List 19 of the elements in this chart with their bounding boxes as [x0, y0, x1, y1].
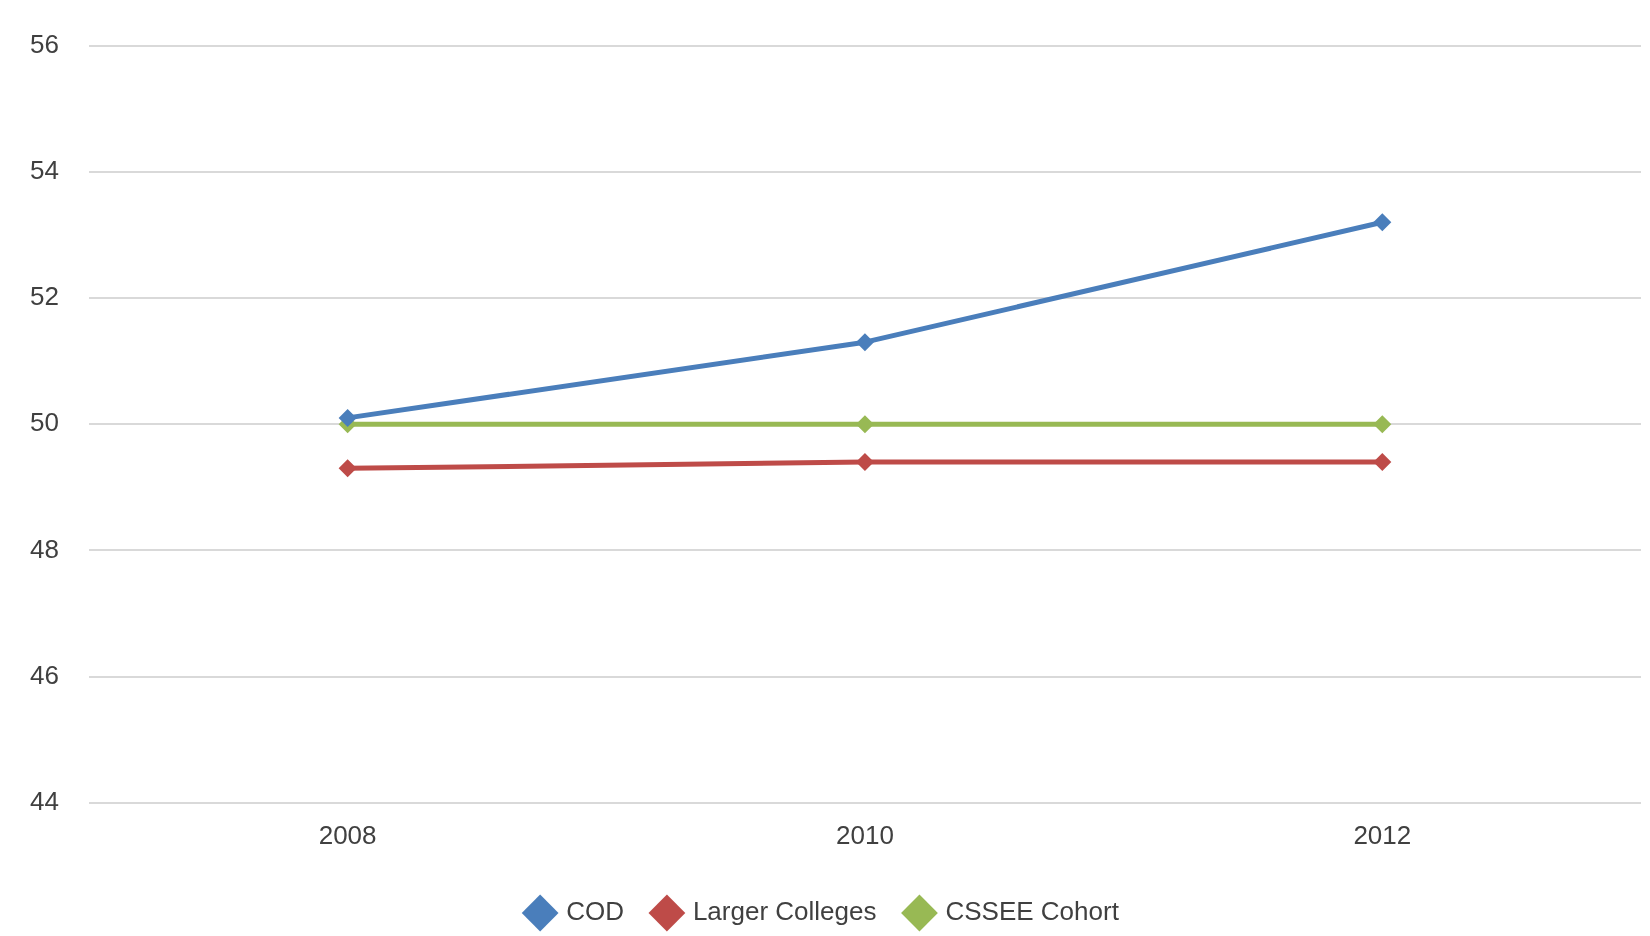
- point: [338, 459, 357, 478]
- y-tick-label: 46: [30, 659, 59, 690]
- legend-label: Larger Colleges: [692, 896, 877, 927]
- y-tick-label: 52: [30, 281, 59, 312]
- y-tick-label: 56: [30, 28, 59, 59]
- point: [1373, 415, 1392, 434]
- x-tick-label: 2010: [836, 819, 894, 850]
- x-tick-label: 2012: [1353, 819, 1412, 850]
- point: [338, 408, 357, 427]
- y-tick-label: 44: [30, 785, 59, 816]
- x-tick-label: 2008: [318, 819, 377, 850]
- legend-label: COD: [566, 896, 624, 927]
- y-tick-label: 48: [30, 533, 59, 564]
- y-tick-label: 50: [30, 407, 59, 438]
- y-tick-label: 54: [30, 154, 59, 185]
- point: [1373, 213, 1392, 232]
- legend-label: CSSEE Cohort: [945, 896, 1120, 927]
- point: [855, 333, 874, 352]
- point: [1373, 453, 1392, 472]
